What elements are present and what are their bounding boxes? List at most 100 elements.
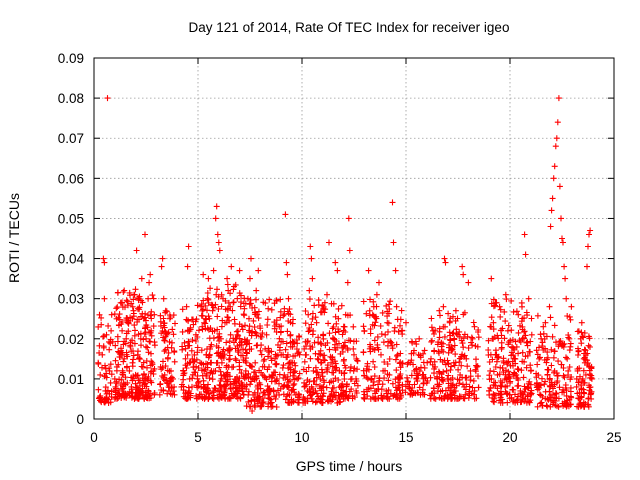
data-point (230, 392, 237, 399)
data-point (551, 163, 558, 170)
data-point (546, 376, 553, 383)
data-point (413, 341, 420, 348)
data-point (249, 305, 256, 311)
data-point (420, 391, 426, 398)
data-point (416, 368, 423, 375)
data-point (575, 345, 581, 352)
data-point (160, 315, 167, 322)
data-point (471, 391, 477, 398)
data-point (549, 333, 556, 340)
data-point (470, 319, 477, 326)
data-point (456, 328, 463, 335)
data-point (389, 342, 396, 349)
data-point (225, 299, 232, 306)
data-point (161, 324, 168, 331)
data-point (497, 388, 504, 395)
data-point (214, 334, 221, 341)
data-point (552, 143, 559, 150)
data-point (500, 358, 507, 365)
data-point (141, 382, 148, 388)
data-point (514, 396, 521, 403)
data-point (334, 399, 341, 406)
data-point (373, 315, 380, 322)
data-point (391, 324, 398, 331)
data-point (284, 328, 291, 335)
data-point (559, 235, 565, 242)
plot-frame (93, 57, 615, 420)
data-point (291, 389, 298, 396)
data-point (559, 389, 566, 396)
data-point (235, 378, 242, 385)
data-point (512, 391, 518, 398)
data-point (238, 352, 244, 359)
data-point (329, 325, 336, 332)
data-point (202, 325, 209, 332)
data-point (210, 267, 217, 274)
data-point (492, 379, 499, 386)
data-point (131, 332, 138, 339)
data-point (304, 338, 311, 345)
data-point (241, 295, 248, 302)
data-point (101, 295, 108, 302)
data-point (143, 335, 150, 342)
data-point (389, 380, 396, 387)
data-point (472, 343, 479, 349)
data-point (472, 368, 479, 375)
data-point (118, 345, 124, 352)
data-point (367, 395, 374, 402)
data-point (140, 370, 147, 377)
data-point (209, 370, 216, 377)
data-point (340, 395, 347, 402)
data-point (134, 305, 141, 312)
data-point (515, 329, 522, 336)
data-point (349, 395, 356, 402)
data-point (230, 384, 237, 391)
data-point (235, 332, 242, 339)
data-point (345, 215, 352, 222)
data-point (497, 306, 504, 313)
data-point (135, 294, 142, 301)
data-point (132, 394, 139, 401)
data-point (214, 286, 220, 293)
data-point (399, 331, 406, 338)
data-point (431, 395, 438, 402)
data-point (224, 378, 231, 385)
data-point (389, 199, 396, 206)
data-point (324, 291, 330, 298)
data-point (209, 376, 216, 383)
data-point (429, 390, 436, 397)
data-point (200, 271, 207, 278)
data-point (253, 332, 260, 339)
data-point (395, 379, 402, 386)
data-point (525, 295, 532, 302)
data-point (490, 319, 497, 326)
data-point (394, 351, 401, 358)
tick-labels: 0 0.01 0.02 0.03 0.04 0.05 0.06 0.07 0.08 0.09 0 5 1… (58, 51, 622, 445)
data-point (253, 372, 260, 379)
data-point (128, 389, 135, 396)
data-point (534, 361, 541, 368)
data-point (262, 345, 269, 352)
data-point (421, 347, 428, 354)
data-point (266, 296, 273, 303)
data-point (562, 382, 569, 388)
data-point (411, 381, 418, 388)
data-point (245, 398, 252, 405)
data-point (455, 366, 462, 373)
data-point (124, 353, 131, 360)
data-point (566, 347, 573, 354)
data-point (204, 290, 211, 296)
data-point (123, 391, 130, 398)
data-point (465, 279, 472, 286)
data-point (255, 394, 262, 401)
data-point (250, 317, 257, 324)
data-point (340, 389, 346, 396)
data-point (305, 364, 312, 371)
data-point (285, 360, 292, 367)
data-point (103, 395, 110, 402)
data-point (502, 384, 509, 390)
data-point (199, 312, 206, 319)
data-point (438, 347, 445, 353)
data-point (253, 296, 259, 303)
data-point (503, 367, 509, 374)
